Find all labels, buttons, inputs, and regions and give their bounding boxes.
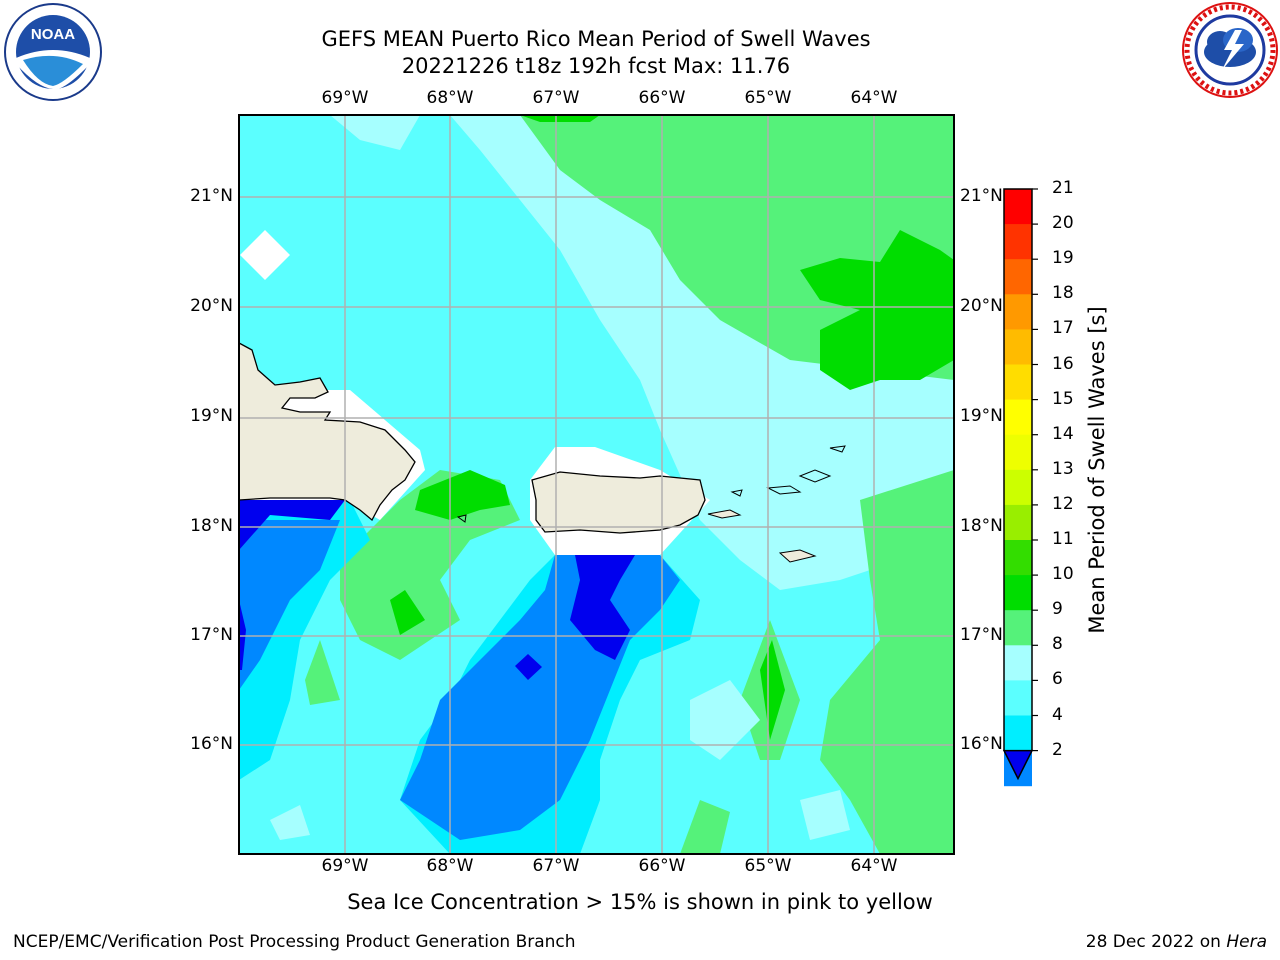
footer-left: NCEP/EMC/Verification Post Processing Pr… [13,932,576,952]
lat-label-left: 19°N [190,406,233,426]
lon-label-bottom: 69°W [321,856,369,876]
colorbar-tick-label: 9 [1052,599,1063,620]
colorbar-segment [1004,329,1032,365]
colorbar-extend-arrow [1002,749,1034,781]
lat-label-left: 21°N [190,186,233,206]
lat-label-right: 21°N [960,186,1003,206]
colorbar-segment [1004,645,1032,681]
colorbar-tick-label: 20 [1052,213,1074,234]
colorbar-segment [1004,575,1032,611]
lat-label-right: 20°N [960,296,1003,316]
colorbar-label: Mean Period of Swell Waves [s] [1085,306,1109,634]
colorbar-segment [1004,364,1032,401]
colorbar-segment [1004,224,1032,260]
lat-label-left: 18°N [190,516,233,536]
lon-label-bottom: 68°W [426,856,474,876]
colorbar-tick-label: 6 [1052,669,1063,690]
map-gridlines [239,115,954,854]
lon-label-bottom: 65°W [744,856,792,876]
lat-label-right: 18°N [960,516,1003,536]
lon-label-bottom: 66°W [638,856,686,876]
noaa-logo-text: NOAA [31,26,75,43]
lat-label-right: 16°N [960,734,1003,754]
colorbar-tick-label: 19 [1052,248,1074,269]
chart-subtitle: 20221226 t18z 192h fcst Max: 11.76 [401,54,791,78]
lon-label-top: 65°W [744,88,792,108]
colorbar-tick-label: 2 [1052,739,1063,760]
colorbar-tick-label: 21 [1052,178,1074,198]
lon-label-top: 66°W [638,88,686,108]
colorbar-segment [1004,540,1032,576]
colorbar-tick-label: 15 [1052,388,1074,409]
colorbar-segment [1004,715,1032,752]
colorbar-segment [1004,294,1032,330]
footer-date: 28 Dec 2022 on [1085,932,1227,952]
noaa-logo: NOAA [4,3,102,101]
lat-label-left: 16°N [190,734,233,754]
lon-label-bottom: 67°W [532,856,580,876]
colorbar-segment [1004,504,1032,541]
colorbar-segment [1004,610,1032,646]
colorbar-segment [1004,259,1032,295]
sea-ice-note-text: Sea Ice Concentration > 15% is shown in … [347,890,933,914]
colorbar-tick-label: 11 [1052,529,1074,549]
colorbar-segment [1004,469,1032,506]
lon-label-top: 67°W [532,88,580,108]
lon-label-top: 69°W [321,88,369,108]
footer-host: Hera [1226,932,1267,952]
lat-label-left: 20°N [190,296,233,316]
colorbar-tick-label: 12 [1052,493,1074,514]
colorbar-segment [1004,399,1032,436]
lat-label-right: 17°N [960,625,1003,645]
colorbar-segment [1004,434,1032,471]
colorbar-segment [1004,189,1032,225]
swell-period-field [239,115,954,854]
colorbar-tick-label: 14 [1052,423,1074,444]
colorbar-tick-label: 8 [1052,634,1063,655]
colorbar-tick-label: 17 [1052,318,1074,339]
lon-label-top: 68°W [426,88,474,108]
colorbar-tick-label: 18 [1052,283,1074,304]
colorbar-segment [1004,680,1032,716]
colorbar-tick-label: 16 [1052,353,1074,374]
colorbar-tick-label: 10 [1052,564,1074,585]
lon-label-bottom: 64°W [850,856,898,876]
lon-label-top: 64°W [850,88,898,108]
footer-right: 28 Dec 2022 on Hera [1086,932,1267,952]
chart-title: GEFS MEAN Puerto Rico Mean Period of Swe… [321,27,871,51]
lat-label-right: 19°N [960,406,1003,426]
colorbar [1002,188,1038,787]
lat-label-left: 17°N [190,625,233,645]
colorbar-tick-label: 13 [1052,458,1074,479]
nws-logo [1182,2,1278,98]
map-frame [238,114,955,855]
colorbar-tick-label: 4 [1052,704,1063,725]
sea-ice-note: Sea Ice Concentration > 15% is shown in … [0,890,1280,914]
